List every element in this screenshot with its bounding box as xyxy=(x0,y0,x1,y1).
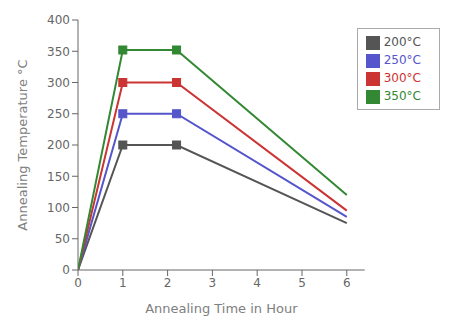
svg-text:250: 250 xyxy=(47,107,70,121)
svg-text:350: 350 xyxy=(47,45,70,59)
svg-text:Annealing Temperature °C: Annealing Temperature °C xyxy=(15,59,30,230)
html-text:250°C: 250°C xyxy=(383,53,421,67)
svg-text:4: 4 xyxy=(253,276,261,290)
svg-text:Annealing Time in Hour: Annealing Time in Hour xyxy=(145,301,298,316)
svg-text:0: 0 xyxy=(74,276,82,290)
svg-text:1: 1 xyxy=(119,276,127,290)
svg-text:200: 200 xyxy=(47,138,70,152)
svg-text:300: 300 xyxy=(47,76,70,90)
svg-text:2: 2 xyxy=(164,276,172,290)
svg-text:3: 3 xyxy=(209,276,217,290)
html-text:300°C: 300°C xyxy=(383,71,421,85)
svg-text:400: 400 xyxy=(47,13,70,27)
html-text:200°C: 200°C xyxy=(383,35,421,49)
svg-text:100: 100 xyxy=(47,201,70,215)
svg-text:6: 6 xyxy=(343,276,351,290)
svg-text:0: 0 xyxy=(62,263,70,277)
svg-text:5: 5 xyxy=(298,276,306,290)
svg-text:150: 150 xyxy=(47,170,70,184)
svg-text:50: 50 xyxy=(55,232,70,246)
html-text:350°C: 350°C xyxy=(383,89,421,103)
